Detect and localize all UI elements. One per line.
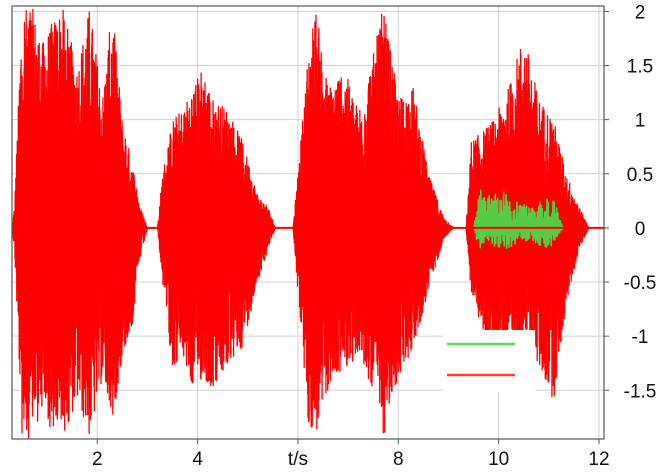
legend-box — [443, 330, 535, 392]
legend — [443, 330, 535, 392]
y-tick-label: 0 — [635, 219, 646, 240]
x-tick-label: 8 — [393, 449, 404, 470]
x-tick-label: 2 — [92, 449, 103, 470]
y-tick-label: 1 — [635, 111, 646, 132]
series-layer — [12, 8, 604, 439]
y-axis: 2 1.5 1 0.5 0 -0.5 -1 -1.5 — [604, 2, 656, 402]
series-main-waveform — [12, 8, 604, 439]
x-axis: 2 4 t/s 8 10 12 — [92, 439, 610, 470]
y-tick-label: 1.5 — [627, 57, 653, 78]
y-tick-label: -1 — [632, 327, 649, 348]
x-tick-label: 10 — [488, 449, 509, 470]
y-tick-label: -0.5 — [624, 273, 657, 294]
x-tick-label: 4 — [192, 449, 203, 470]
plot-frame — [11, 5, 605, 440]
y-tick-label: 0.5 — [627, 165, 653, 186]
y-tick-label: 2 — [635, 2, 646, 23]
y-tick-label: -1.5 — [624, 381, 657, 402]
x-tick-label: 12 — [588, 449, 609, 470]
series-secondary-waveform — [472, 189, 565, 250]
x-tick-label: t/s — [288, 449, 308, 470]
